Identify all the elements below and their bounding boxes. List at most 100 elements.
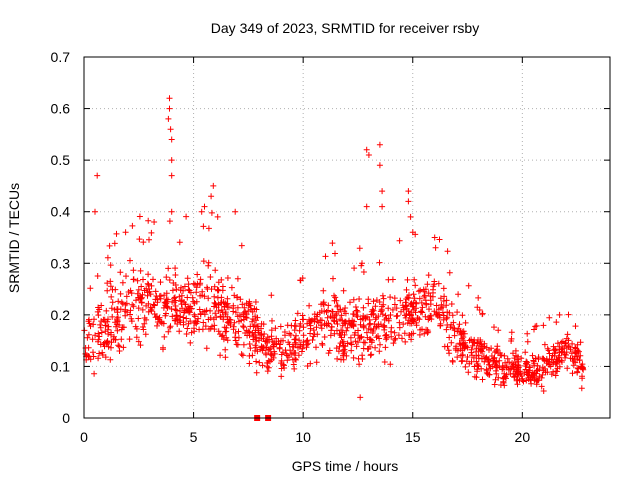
data-point: [444, 343, 451, 350]
data-point: [475, 337, 481, 343]
data-point: [468, 358, 475, 365]
data-point: [553, 360, 560, 366]
data-point: [269, 317, 275, 324]
data-point: [367, 352, 374, 359]
data-point: [163, 274, 170, 281]
data-point: [398, 308, 404, 315]
data-point: [168, 157, 175, 164]
data-point: [431, 281, 438, 288]
data-point: [399, 302, 406, 309]
data-point: [439, 304, 446, 310]
data-point: [292, 356, 298, 362]
data-point: [513, 352, 519, 359]
data-point: [300, 316, 307, 323]
data-point: [239, 352, 246, 359]
data-point: [348, 341, 355, 348]
data-point: [215, 308, 222, 314]
data-point: [157, 279, 164, 286]
data-point: [177, 313, 184, 320]
data-point: [566, 344, 572, 351]
data-point: [372, 344, 379, 351]
data-point: [280, 337, 286, 344]
data-point: [139, 306, 146, 313]
data-point: [207, 307, 214, 314]
data-point: [340, 342, 347, 349]
data-point: [139, 291, 146, 298]
data-point: [321, 334, 328, 340]
data-point: [222, 354, 229, 361]
data-point: [323, 322, 330, 329]
data-point: [258, 320, 265, 327]
data-point: [437, 320, 444, 327]
data-point: [366, 336, 373, 343]
data-point: [253, 369, 260, 376]
data-point: [291, 365, 298, 372]
data-point: [278, 373, 285, 380]
data-point: [469, 352, 475, 359]
data-point: [102, 322, 109, 329]
data-point: [364, 313, 371, 320]
data-point: [545, 347, 552, 354]
data-point: [346, 317, 352, 324]
data-point: [527, 364, 534, 371]
data-point: [199, 326, 206, 333]
data-point: [210, 182, 217, 189]
data-point: [431, 234, 438, 241]
data-point: [317, 317, 324, 324]
data-point: [455, 291, 462, 298]
data-point: [148, 229, 155, 236]
data-point: [335, 348, 342, 355]
data-point: [94, 172, 101, 179]
data-point: [240, 324, 247, 331]
data-point: [339, 322, 346, 329]
data-point: [391, 301, 398, 308]
data-point: [96, 350, 103, 357]
y-tick-label: 0.4: [51, 204, 71, 220]
data-point: [434, 310, 440, 317]
data-point: [103, 307, 110, 314]
data-point: [443, 315, 450, 322]
data-point: [313, 359, 320, 366]
data-point: [184, 294, 191, 301]
data-point: [399, 335, 405, 342]
data-point: [317, 322, 324, 329]
data-point: [100, 316, 107, 323]
data-point: [347, 299, 353, 306]
data-point: [531, 326, 537, 333]
data-point: [548, 371, 555, 378]
data-point: [532, 323, 539, 330]
data-point: [430, 286, 436, 293]
data-point: [232, 334, 239, 341]
data-point: [496, 357, 503, 364]
data-point: [373, 334, 380, 341]
data-point: [238, 351, 245, 358]
data-point: [104, 280, 111, 287]
data-point: [217, 313, 224, 320]
data-point: [214, 294, 221, 301]
data-point: [569, 340, 576, 347]
data-point: [181, 283, 188, 290]
data-point: [246, 360, 253, 367]
data-point: [393, 313, 400, 320]
data-point: [253, 334, 260, 341]
data-point: [198, 208, 205, 215]
data-point: [417, 287, 424, 294]
data-point: [424, 329, 431, 336]
data-point: [109, 286, 116, 293]
data-point: [365, 296, 372, 303]
data-point: [446, 334, 453, 341]
data-point: [234, 313, 241, 320]
data-point: [331, 318, 338, 325]
data-point: [388, 333, 395, 340]
data-point: [334, 327, 340, 334]
data-point: [166, 324, 173, 331]
data-point: [506, 359, 513, 366]
data-point: [334, 302, 341, 309]
data-point: [211, 283, 218, 290]
data-point: [510, 370, 517, 377]
data-point: [564, 331, 571, 338]
data-point: [98, 302, 105, 309]
data-point: [382, 332, 389, 339]
data-point: [511, 374, 518, 381]
data-point: [376, 299, 383, 305]
